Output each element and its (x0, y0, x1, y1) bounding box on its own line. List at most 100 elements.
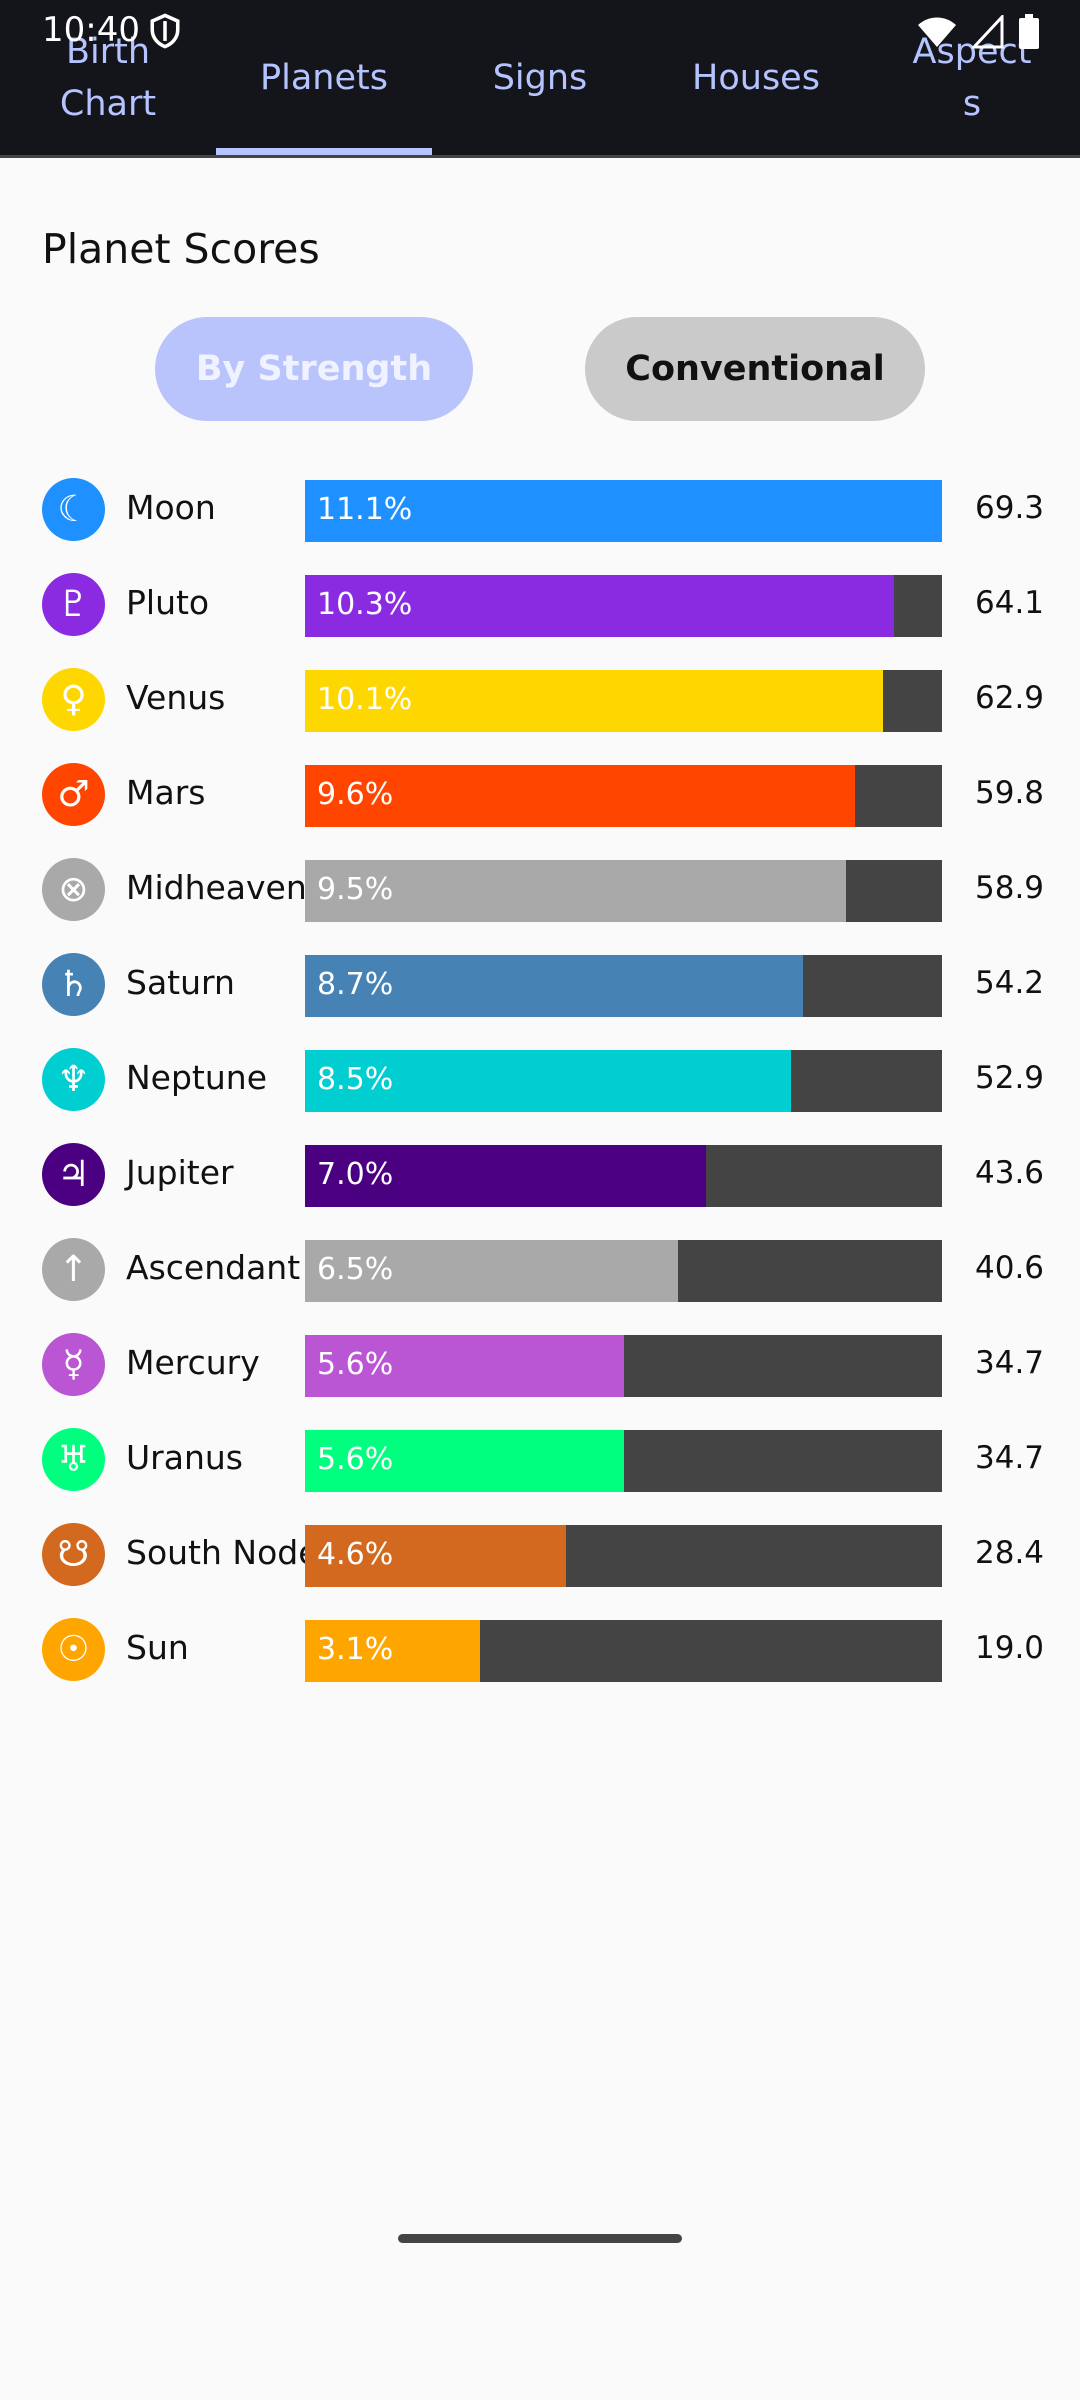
mercury-icon: ☿ (42, 1333, 105, 1396)
planet-row: ♂ Mars 9.6% 59.8 (0, 763, 1080, 827)
score-bar-fill (305, 765, 855, 827)
score-bar-track: 8.7% (305, 955, 942, 1017)
tab-aspects-label: Aspect s (912, 31, 1032, 124)
planet-row: ♇ Pluto 10.3% 64.1 (0, 573, 1080, 637)
score-bar-track: 3.1% (305, 1620, 942, 1682)
app-bar (0, 0, 1080, 158)
planet-row: ♆ Neptune 8.5% 52.9 (0, 1048, 1080, 1112)
planet-row: ♄ Saturn 8.7% 54.2 (0, 953, 1080, 1017)
score-bar-fill (305, 1240, 678, 1302)
score-value: 34.7 (975, 1345, 1045, 1381)
battery-icon (1019, 14, 1039, 49)
score-value: 62.9 (975, 680, 1045, 716)
score-percent: 9.6% (317, 777, 394, 812)
planet-row: ♅ Uranus 5.6% 34.7 (0, 1428, 1080, 1492)
tab-houses[interactable]: Houses (648, 0, 864, 155)
mars-icon: ♂ (42, 763, 105, 826)
page-title: Planet Scores (42, 225, 320, 273)
planet-row: ☿ Mercury 5.6% 34.7 (0, 1333, 1080, 1397)
score-value: 52.9 (975, 1060, 1045, 1096)
score-bar-fill (305, 1620, 480, 1682)
signal-icon (972, 15, 1004, 49)
pluto-icon: ♇ (42, 573, 105, 636)
score-percent: 5.6% (317, 1442, 394, 1477)
tab-aspects[interactable]: Aspect s (864, 0, 1080, 155)
score-bar-track: 10.3% (305, 575, 942, 637)
score-percent: 3.1% (317, 1632, 394, 1667)
tab-houses-label: Houses (692, 57, 820, 98)
score-bar-fill (305, 1050, 791, 1112)
tab-planets-label: Planets (260, 57, 388, 98)
score-percent: 7.0% (317, 1157, 394, 1192)
planet-name: Mercury (126, 1343, 260, 1382)
planet-name: South Node (126, 1533, 319, 1572)
jupiter-icon: ♃ (42, 1143, 105, 1206)
score-bar-track: 10.1% (305, 670, 942, 732)
score-bar-track: 9.5% (305, 860, 942, 922)
wifi-icon (918, 17, 956, 47)
planet-name: Jupiter (126, 1153, 234, 1192)
score-bar-fill (305, 1335, 624, 1397)
moon-icon: ☾ (42, 478, 105, 541)
score-percent: 8.7% (317, 967, 394, 1002)
score-bar-track: 4.6% (305, 1525, 942, 1587)
score-value: 40.6 (975, 1250, 1045, 1286)
by-strength-button[interactable]: By Strength (155, 317, 473, 421)
uranus-icon: ♅ (42, 1428, 105, 1491)
tab-birth-chart[interactable]: Birth Chart (0, 0, 216, 155)
tab-selected-indicator (216, 148, 432, 155)
tab-birth-chart-label: Birth Chart (59, 31, 157, 124)
planet-name: Mars (126, 773, 206, 812)
neptune-icon: ♆ (42, 1048, 105, 1111)
score-bar-track: 11.1% (305, 480, 942, 542)
score-value: 19.0 (975, 1630, 1045, 1666)
gesture-nav-handle[interactable] (398, 2234, 682, 2243)
score-value: 59.8 (975, 775, 1045, 811)
score-bar-fill (305, 955, 803, 1017)
by-strength-label: By Strength (195, 349, 433, 389)
score-bar-fill (305, 1145, 706, 1207)
score-percent: 5.6% (317, 1347, 394, 1382)
planet-row: ☉ Sun 3.1% 19.0 (0, 1618, 1080, 1682)
midheaven-icon: ⊗ (42, 858, 105, 921)
score-value: 69.3 (975, 490, 1045, 526)
score-value: 54.2 (975, 965, 1045, 1001)
score-percent: 11.1% (317, 492, 413, 527)
saturn-icon: ♄ (42, 953, 105, 1016)
score-bar-track: 8.5% (305, 1050, 942, 1112)
score-percent: 10.1% (317, 682, 413, 717)
planet-row: ☾ Moon 11.1% 69.3 (0, 478, 1080, 542)
score-percent: 6.5% (317, 1252, 394, 1287)
score-bar-track: 5.6% (305, 1335, 942, 1397)
tab-planets[interactable]: Planets (216, 0, 432, 155)
ascendant-icon: ↑ (42, 1238, 105, 1301)
score-bar-fill (305, 860, 846, 922)
score-bar-fill (305, 575, 894, 637)
conventional-button[interactable]: Conventional (585, 317, 925, 421)
score-value: 28.4 (975, 1535, 1045, 1571)
score-bar-fill (305, 1430, 624, 1492)
planet-row: ♀ Venus 10.1% 62.9 (0, 668, 1080, 732)
score-bar-track: 7.0% (305, 1145, 942, 1207)
planet-name: Sun (126, 1628, 189, 1667)
score-percent: 10.3% (317, 587, 413, 622)
planet-name: Saturn (126, 963, 235, 1002)
score-bar-fill (305, 1525, 566, 1587)
score-value: 58.9 (975, 870, 1045, 906)
planet-row: ↑ Ascendant 6.5% 40.6 (0, 1238, 1080, 1302)
score-bar-fill (305, 670, 883, 732)
tab-signs[interactable]: Signs (432, 0, 648, 155)
planet-name: Moon (126, 488, 216, 527)
planet-name: Venus (126, 678, 226, 717)
conventional-label: Conventional (625, 349, 885, 389)
venus-icon: ♀ (42, 668, 105, 731)
planet-row: ⊗ Midheaven 9.5% 58.9 (0, 858, 1080, 922)
status-bar: 10:40 (0, 0, 1080, 60)
planet-name: Pluto (126, 583, 210, 622)
score-bar-track: 6.5% (305, 1240, 942, 1302)
score-value: 64.1 (975, 585, 1045, 621)
planet-name: Midheaven (126, 868, 307, 907)
score-bar-fill (305, 480, 942, 542)
south-node-icon: ☋ (42, 1523, 105, 1586)
sun-icon: ☉ (42, 1618, 105, 1681)
